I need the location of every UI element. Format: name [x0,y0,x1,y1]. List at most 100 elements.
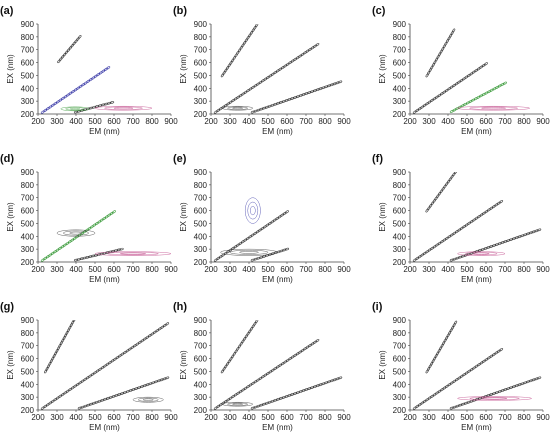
blob-contour [247,201,259,220]
blob-contour [69,231,83,235]
x-tick-label: 200 [31,117,45,126]
plot-area [40,210,171,262]
y-tick-label: 300 [21,245,35,254]
y-tick-label: 400 [194,84,208,93]
y-axis-label: EX (nm) [179,202,188,232]
panel-label: (b) [173,5,187,17]
y-tick-label: 300 [393,245,407,254]
y-tick-label: 800 [21,33,35,42]
y-tick-label: 300 [393,97,407,106]
y-tick-label: 200 [194,110,208,119]
blob-contour [250,206,256,216]
panel-g: (g) 200 300 400 500 600 700 800 900 200 300 400 500 6… [0,301,178,432]
y-tick-label: 700 [393,194,407,203]
y-tick-label: 600 [21,207,35,216]
y-tick-label: 400 [393,380,407,389]
ridge-line [42,67,109,113]
x-tick-label: 800 [145,117,159,126]
x-tick-label: 300 [422,117,436,126]
x-tick-label: 300 [50,413,64,422]
x-tick-label: 700 [126,117,140,126]
x-tick-label: 400 [242,117,256,126]
y-tick-label: 300 [194,245,208,254]
ridge-contour [425,73,429,78]
blob-contour [481,107,506,110]
y-axis-label: EX (nm) [179,54,188,84]
x-tick-label: 200 [31,413,45,422]
ridge-line [426,172,456,211]
ridge-line [42,323,168,409]
y-tick-label: 800 [393,329,407,338]
y-tick-label: 400 [194,380,208,389]
blob-contour [220,248,278,256]
x-tick-label: 900 [536,413,550,422]
blob-contour [107,252,159,256]
blob-contour [104,106,143,110]
x-tick-label: 800 [145,265,159,274]
x-tick-label: 400 [69,265,83,274]
ridge-contour [503,81,507,85]
x-axis-label: EM (nm) [461,423,492,432]
blob-contour [70,107,81,110]
x-tick-label: 400 [242,413,256,422]
blob-contour [113,107,134,110]
x-tick-label: 700 [299,265,313,274]
x-tick-label: 500 [88,265,102,274]
y-tick-label: 200 [21,258,35,267]
panel-label: (f) [372,153,383,165]
x-tick-label: 200 [403,117,417,126]
blob-contour [229,249,269,255]
blob-contour [63,230,89,236]
x-tick-label: 400 [69,117,83,126]
x-tick-label: 600 [479,117,493,126]
x-tick-label: 400 [441,265,455,274]
x-tick-label: 300 [223,413,237,422]
ridge-contour [454,320,458,325]
ridge-line [222,25,257,76]
y-tick-label: 600 [194,355,208,364]
x-tick-label: 700 [498,413,512,422]
x-tick-label: 900 [164,265,178,274]
y-tick-label: 200 [194,406,208,415]
blob-contour [65,107,85,111]
x-tick-label: 300 [50,117,64,126]
x-tick-label: 900 [337,265,351,274]
plot-area [412,28,530,114]
x-tick-label: 600 [280,117,294,126]
x-tick-label: 500 [261,413,275,422]
blob-contour [94,251,171,256]
x-tick-label: 700 [299,117,313,126]
ridge-line [215,44,318,113]
blob-contour [469,106,518,110]
x-axis-label: EM (nm) [89,423,120,432]
y-tick-label: 900 [21,168,35,177]
y-tick-label: 700 [194,46,208,55]
ridge-line [215,340,318,409]
y-tick-label: 500 [393,219,407,228]
x-tick-label: 200 [31,265,45,274]
y-tick-label: 600 [393,207,407,216]
panel-e: (e) 200 300 400 500 600 700 800 900 200 300 400 500 6… [173,153,351,284]
x-tick-label: 300 [422,413,436,422]
y-axis-label: EX (nm) [6,202,15,232]
x-tick-label: 600 [107,413,121,422]
ridge-line [42,211,115,261]
panel-label: (g) [0,301,14,313]
y-tick-label: 300 [21,97,35,106]
y-axis-label: EX (nm) [6,350,15,380]
panel-label: (e) [173,153,187,165]
y-tick-label: 200 [393,258,407,267]
x-tick-label: 600 [479,265,493,274]
x-tick-label: 500 [261,117,275,126]
x-tick-label: 900 [536,265,550,274]
y-tick-label: 500 [21,367,35,376]
x-axis-label: EM (nm) [262,275,293,284]
panel-label: (h) [173,301,187,313]
blob-contour [465,252,498,256]
panel-b: (b) 200 300 400 500 600 700 800 900 200 300 400 500 6… [173,5,351,136]
blob-contour [457,396,532,401]
blob-contour [469,396,520,401]
ridge-line [79,377,168,409]
y-tick-label: 800 [21,181,35,190]
